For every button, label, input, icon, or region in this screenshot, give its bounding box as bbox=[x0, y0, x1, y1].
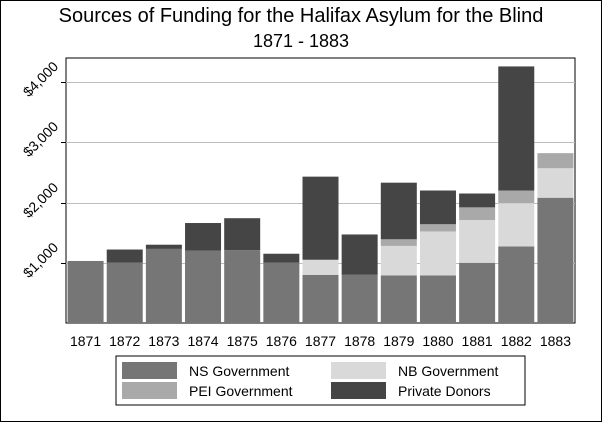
chart-subtitle: 1871 - 1883 bbox=[253, 31, 349, 51]
legend-swatch bbox=[331, 382, 386, 399]
bar-segment bbox=[302, 259, 339, 275]
x-tick-label: 1881 bbox=[462, 333, 493, 349]
legend: NS Government NB Government PEI Government… bbox=[115, 355, 526, 406]
legend-swatch bbox=[122, 382, 177, 399]
legend-swatch bbox=[331, 362, 386, 379]
legend-label: PEI Government bbox=[189, 383, 293, 399]
bar-segment bbox=[302, 176, 339, 260]
bar-segment bbox=[537, 168, 574, 198]
bar-segment bbox=[459, 207, 496, 221]
x-tick-label: 1877 bbox=[305, 333, 336, 349]
bar-segment bbox=[498, 246, 535, 323]
x-tick-label: 1876 bbox=[266, 333, 297, 349]
x-tick-label: 1872 bbox=[109, 333, 140, 349]
x-tick-label: 1871 bbox=[70, 333, 101, 349]
bar-segment bbox=[341, 234, 378, 275]
bar-segment bbox=[302, 274, 339, 323]
bar-segment bbox=[185, 223, 222, 251]
bar-segment bbox=[380, 239, 417, 246]
bar-segment bbox=[419, 275, 456, 323]
x-tick-label: 1874 bbox=[187, 333, 218, 349]
bar-segment bbox=[419, 190, 456, 225]
bar-segment bbox=[145, 248, 182, 323]
bar-segment bbox=[380, 182, 417, 240]
x-tick-label: 1880 bbox=[422, 333, 453, 349]
bar-segment bbox=[459, 193, 496, 208]
y-tick-label: $2,000 bbox=[20, 179, 62, 221]
y-axis: $1,000 $2,000 $3,000 $4,000 bbox=[20, 58, 66, 281]
bar-segment bbox=[341, 274, 378, 323]
bar-segment bbox=[67, 260, 104, 323]
bar-segment bbox=[224, 218, 261, 251]
bar-segment bbox=[459, 220, 496, 263]
bar-segment bbox=[263, 262, 300, 323]
bar-segment bbox=[185, 250, 222, 323]
x-tick-label: 1873 bbox=[148, 333, 179, 349]
x-tick-label: 1883 bbox=[540, 333, 571, 349]
x-tick-label: 1875 bbox=[227, 333, 258, 349]
legend-label: Private Donors bbox=[398, 383, 491, 399]
bar-segment bbox=[498, 203, 535, 247]
bar-segment bbox=[498, 190, 535, 204]
bar-segment bbox=[498, 66, 535, 191]
legend-box bbox=[115, 355, 526, 406]
x-axis: 1871 1872 1873 1874 1875 1876 1877 1878 1879 1880… bbox=[70, 333, 571, 349]
y-tick-label: $3,000 bbox=[20, 118, 62, 160]
y-tick-label: $4,000 bbox=[20, 58, 62, 100]
bar-segment bbox=[380, 275, 417, 323]
bar-segment bbox=[459, 262, 496, 323]
y-tick-label: $1,000 bbox=[20, 239, 62, 281]
bar-segment bbox=[263, 253, 300, 263]
bar-segment bbox=[106, 262, 143, 323]
bar-segment bbox=[419, 224, 456, 232]
legend-label: NS Government bbox=[189, 363, 289, 379]
x-tick-label: 1878 bbox=[344, 333, 375, 349]
legend-swatch bbox=[122, 362, 177, 379]
bar-segment bbox=[224, 250, 261, 323]
bar-segment bbox=[419, 231, 456, 276]
bars bbox=[67, 66, 574, 323]
bar-segment bbox=[537, 197, 574, 323]
chart-title: Sources of Funding for the Halifax Asylu… bbox=[59, 5, 544, 27]
bar-segment bbox=[380, 245, 417, 276]
x-tick-label: 1882 bbox=[501, 333, 532, 349]
bar-segment bbox=[106, 249, 143, 263]
bar-segment bbox=[537, 153, 574, 169]
x-tick-label: 1879 bbox=[383, 333, 414, 349]
legend-label: NB Government bbox=[398, 363, 498, 379]
bar-segment bbox=[145, 244, 182, 249]
